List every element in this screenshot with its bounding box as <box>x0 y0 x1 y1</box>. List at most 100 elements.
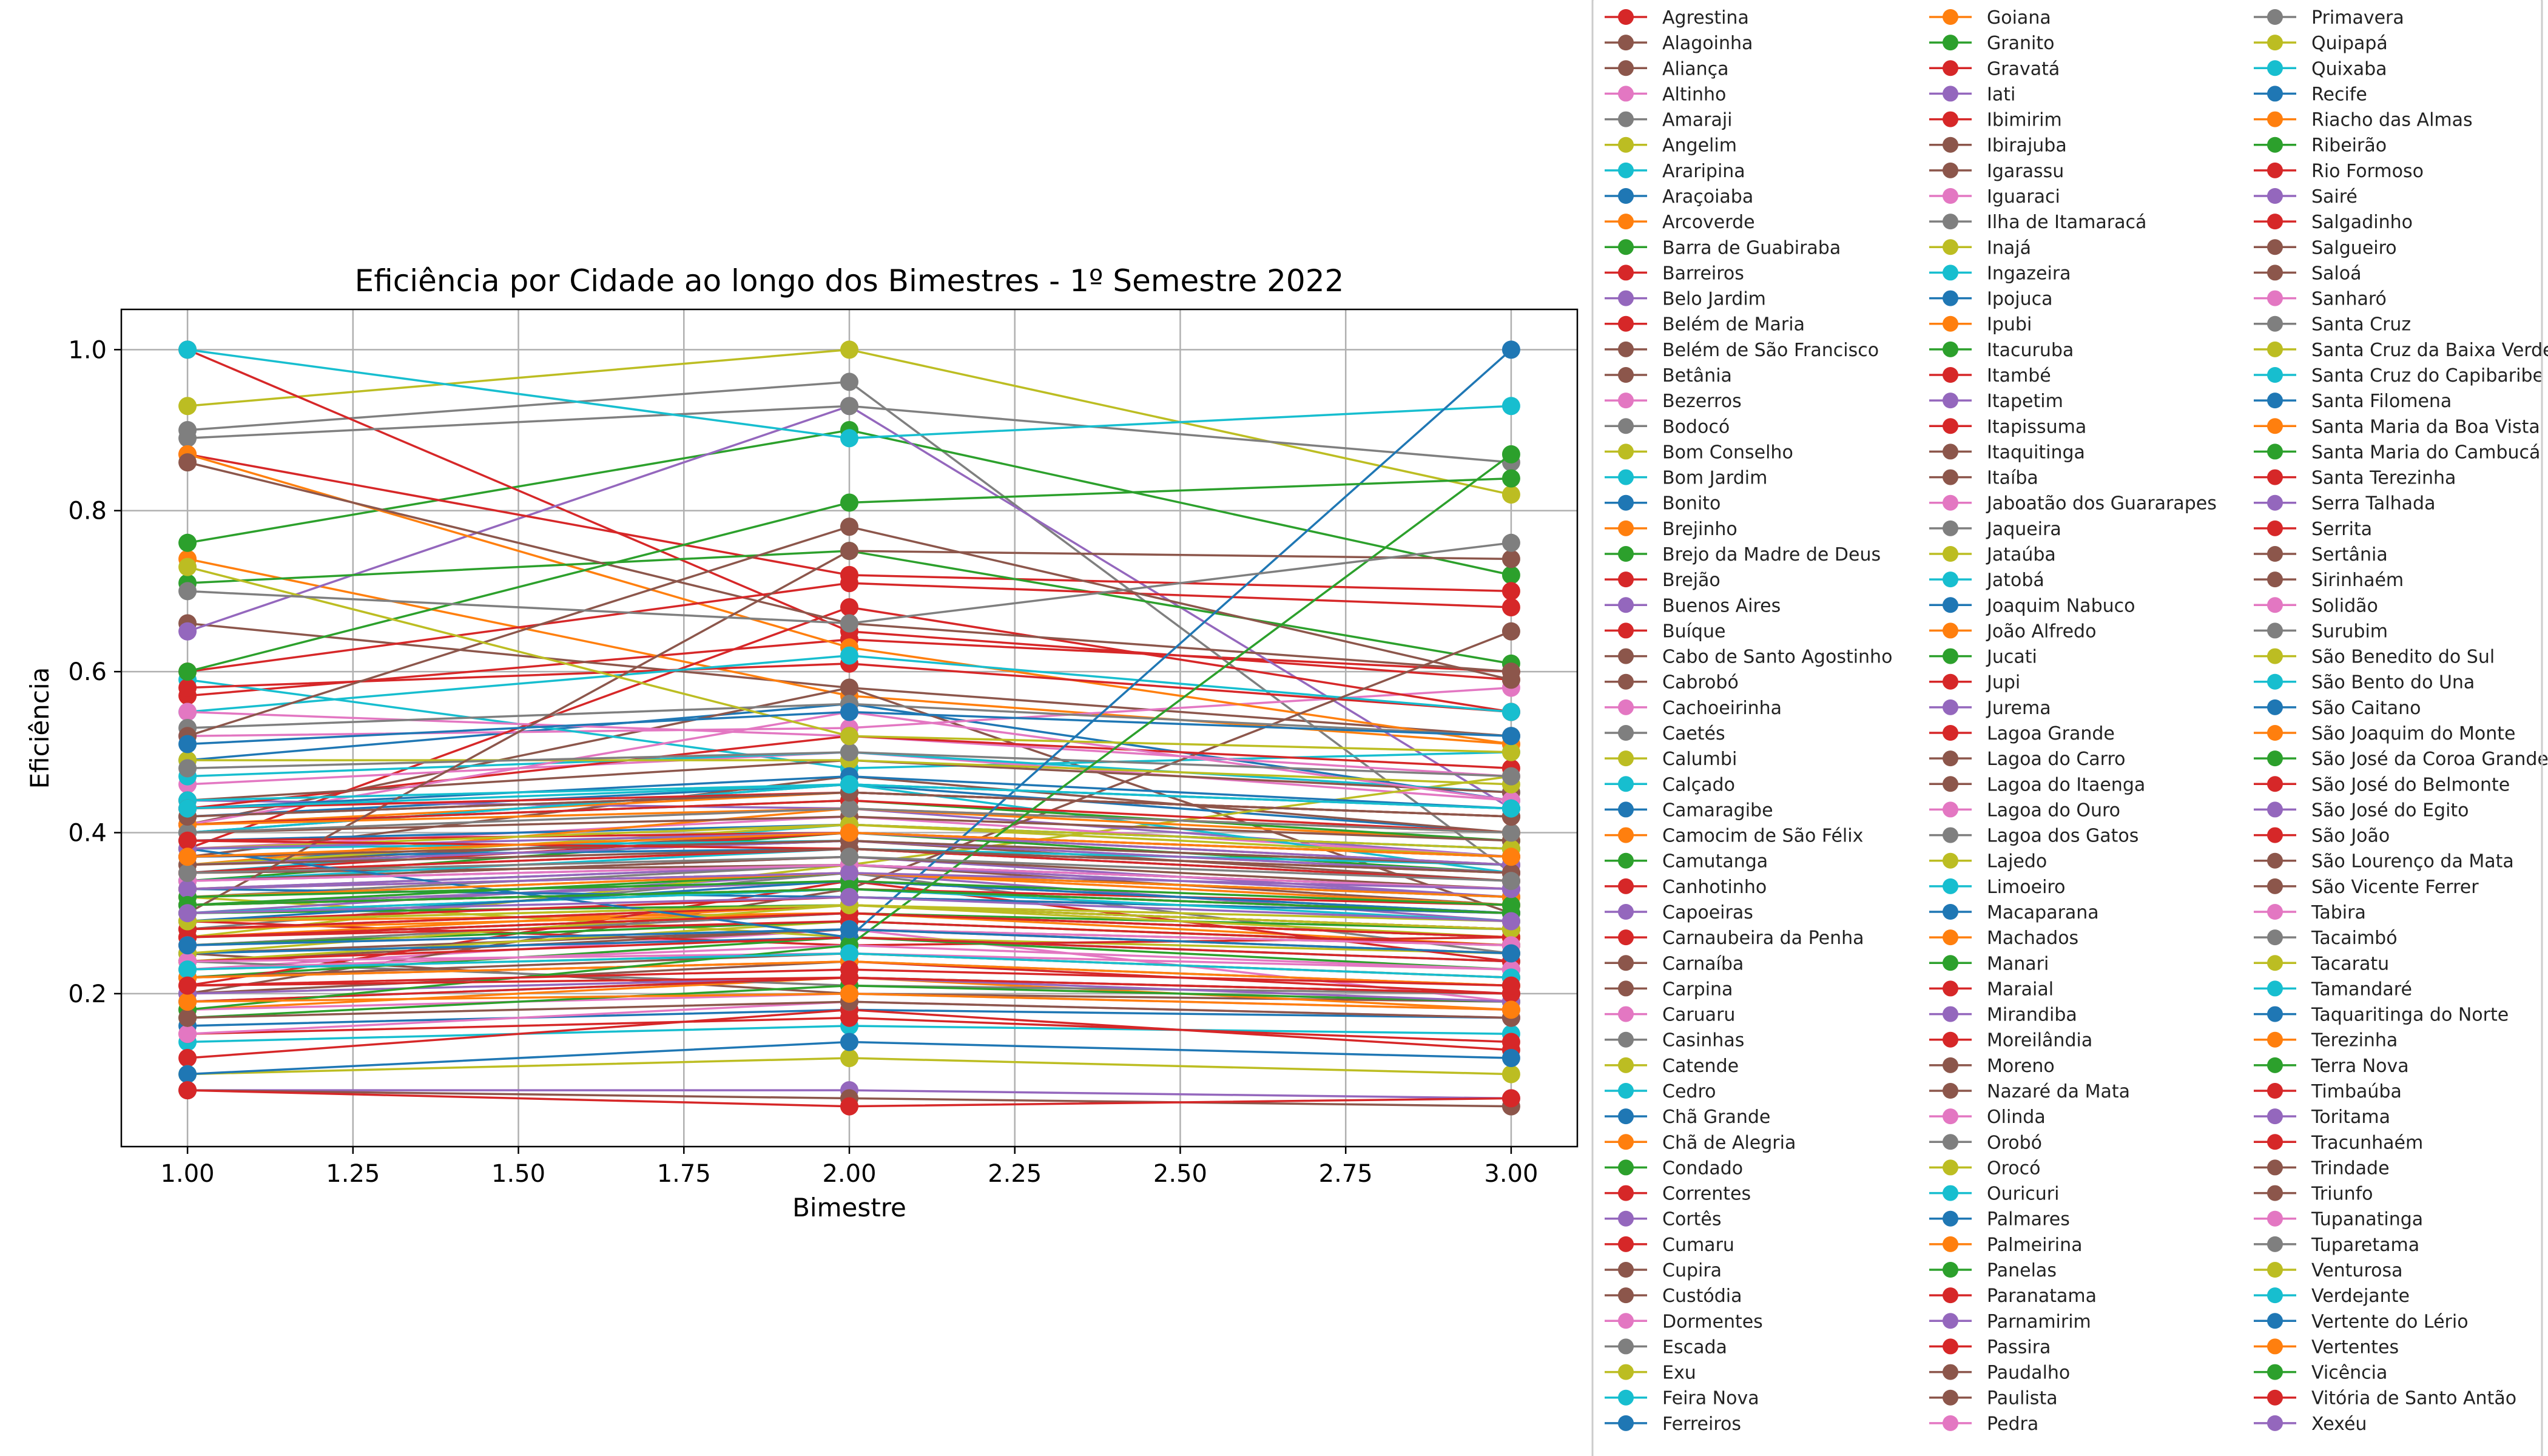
data-point <box>1502 976 1520 995</box>
legend-swatch-marker <box>2267 1313 2283 1329</box>
legend-swatch-marker <box>1618 111 1634 127</box>
legend-swatch-marker <box>1618 776 1634 792</box>
legend-label: Santa Cruz da Baixa Verde <box>2311 340 2548 361</box>
legend-label: Iati <box>1987 84 2015 105</box>
legend-swatch-marker <box>1618 1031 1634 1048</box>
legend-swatch-marker <box>2267 1210 2283 1227</box>
data-point <box>1502 872 1520 891</box>
legend-swatch-marker <box>1618 1108 1634 1125</box>
data-point <box>178 453 197 472</box>
legend-swatch-marker <box>1618 673 1634 690</box>
legend-label: Jaqueira <box>1986 519 2061 540</box>
y-tick-label: 0.4 <box>68 820 107 848</box>
data-point <box>840 984 858 1003</box>
data-point <box>178 960 197 979</box>
legend-label: Ribeirão <box>2311 135 2387 157</box>
legend-label: Angelim <box>1662 135 1737 157</box>
legend-label: Granito <box>1987 33 2054 54</box>
legend-label: Vicência <box>2311 1363 2387 1384</box>
legend-swatch-marker <box>2267 852 2283 869</box>
legend-label: Vertente do Lério <box>2311 1311 2469 1332</box>
data-point <box>840 598 858 616</box>
legend-swatch-marker <box>1618 188 1634 204</box>
data-point <box>178 662 197 681</box>
data-point <box>178 759 197 778</box>
legend-swatch-marker <box>1943 1185 1958 1201</box>
data-point <box>840 646 858 665</box>
legend-label: Serrita <box>2311 519 2372 540</box>
data-point <box>1502 727 1520 746</box>
legend-label: Tupanatinga <box>2311 1209 2423 1230</box>
legend-label: Casinhas <box>1662 1030 1744 1051</box>
x-axis-label: Bimestre <box>792 1193 906 1222</box>
legend-swatch-marker <box>1943 1057 1958 1073</box>
legend-label: Ferreiros <box>1662 1414 1741 1435</box>
legend-swatch-marker <box>2267 1185 2283 1201</box>
legend-label: Jataúba <box>1986 544 2056 565</box>
legend-swatch-marker <box>1618 597 1634 613</box>
data-point <box>840 960 858 979</box>
legend-label: Bom Jardim <box>1662 468 1767 489</box>
legend-swatch-marker <box>1943 1262 1958 1278</box>
legend-swatch-marker <box>2267 290 2283 306</box>
chart-title: Eficiência por Cidade ao longo dos Bimes… <box>355 263 1344 298</box>
legend-label: Quixaba <box>2311 58 2387 79</box>
legend-label: Riacho das Almas <box>2311 110 2473 131</box>
data-point <box>840 614 858 633</box>
legend-label: Cumaru <box>1662 1235 1734 1256</box>
legend-label: Aliança <box>1662 58 1728 79</box>
legend-label: Salgadinho <box>2311 212 2413 233</box>
legend-label: Primavera <box>2311 7 2404 29</box>
legend-swatch-marker <box>1943 929 1958 946</box>
legend-label: São José da Coroa Grande <box>2311 749 2548 770</box>
legend-label: Paudalho <box>1987 1363 2070 1384</box>
data-point <box>1502 944 1520 963</box>
legend-label: Camutanga <box>1662 851 1768 872</box>
data-point <box>840 397 858 416</box>
legend-swatch-marker <box>2267 9 2283 25</box>
legend-swatch-marker <box>1943 214 1958 230</box>
data-point <box>178 340 197 359</box>
legend-swatch-marker <box>1618 265 1634 281</box>
legend-label: Carnaíba <box>1662 953 1744 974</box>
legend-swatch-marker <box>2267 597 2283 613</box>
legend-swatch-marker <box>2267 1159 2283 1176</box>
legend-label: Rio Formoso <box>2311 161 2424 182</box>
legend-label: Santa Filomena <box>2311 391 2452 412</box>
legend-label: Correntes <box>1662 1184 1751 1205</box>
legend-label: Belo Jardim <box>1662 289 1766 310</box>
data-point <box>1502 703 1520 721</box>
legend-swatch-marker <box>1943 290 1958 306</box>
legend-label: Catende <box>1662 1056 1739 1077</box>
data-point <box>178 880 197 898</box>
legend-swatch-marker <box>1943 1338 1958 1355</box>
data-point <box>840 517 858 536</box>
legend-swatch-marker <box>2267 878 2283 894</box>
data-point <box>178 1081 197 1100</box>
legend-label: Goiana <box>1987 7 2051 29</box>
data-point <box>178 976 197 995</box>
legend-swatch-marker <box>2267 1031 2283 1048</box>
legend-frame <box>1591 0 2543 1456</box>
legend-label: Lagoa do Itaenga <box>1987 774 2145 795</box>
legend-swatch-marker <box>1618 801 1634 818</box>
legend-swatch-marker <box>1618 852 1634 869</box>
legend-label: Araçoiaba <box>1662 186 1753 207</box>
legend-label: Escada <box>1662 1336 1727 1358</box>
legend-swatch-marker <box>1943 341 1958 357</box>
legend-swatch-marker <box>1943 571 1958 588</box>
legend-label: Surubim <box>2311 621 2388 642</box>
legend-swatch-marker <box>2267 393 2283 409</box>
data-point <box>1502 848 1520 866</box>
legend-label: Santa Maria da Boa Vista <box>2311 416 2540 437</box>
legend-swatch-marker <box>1943 60 1958 76</box>
x-tick-label: 2.25 <box>988 1160 1042 1188</box>
legend-label: Tracunhaém <box>2311 1132 2423 1153</box>
legend-label: Chã de Alegria <box>1662 1132 1796 1153</box>
legend-label: São Benedito do Sul <box>2311 647 2495 668</box>
legend-swatch-marker <box>1618 1134 1634 1150</box>
legend-swatch-marker <box>2267 520 2283 536</box>
legend-swatch-marker <box>1943 904 1958 920</box>
legend-swatch-marker <box>1618 699 1634 715</box>
legend-swatch-marker <box>1943 980 1958 997</box>
